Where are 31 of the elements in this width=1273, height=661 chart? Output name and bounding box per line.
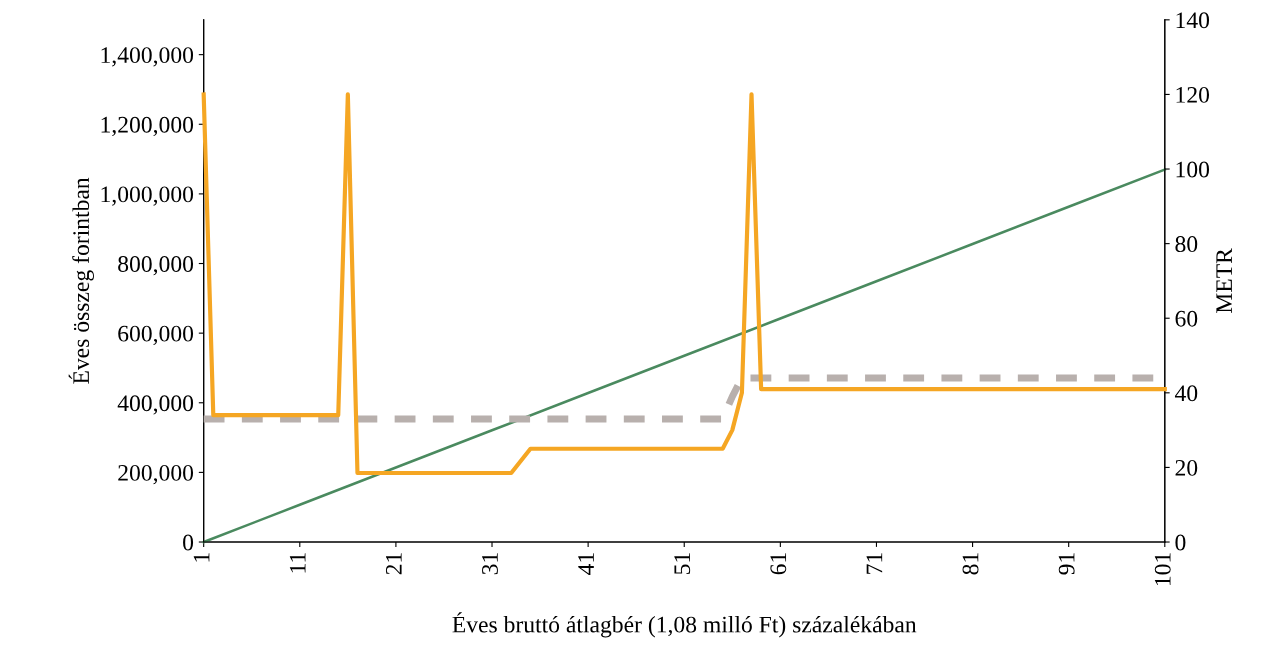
y-tick-label: 0 bbox=[183, 534, 194, 551]
y2-tick-label: 0 bbox=[1175, 534, 1186, 551]
line-series bbox=[201, 92, 1167, 476]
y2-tick-label: 140 bbox=[1176, 12, 1210, 29]
x-tick-label: 1 bbox=[193, 553, 210, 562]
y-tick-label: 200,000 bbox=[118, 464, 194, 485]
x-axis-title: Éves bruttó átlagbér (1,08 milló Ft) százalékában bbox=[452, 612, 917, 638]
y2-tick-label: 80 bbox=[1175, 236, 1198, 253]
x-tick-label: 61 bbox=[770, 553, 787, 575]
y2-tick-label: 20 bbox=[1175, 459, 1198, 476]
x-tick-label: 101 bbox=[1154, 553, 1171, 586]
x-tick-label: 91 bbox=[1058, 553, 1075, 575]
y2-tick-label: 120 bbox=[1176, 86, 1210, 103]
x-tick-label: 11 bbox=[289, 553, 306, 573]
x-tick-label: 21 bbox=[385, 553, 402, 575]
y2-tick-label: 40 bbox=[1174, 385, 1198, 402]
y-axis-title: Éves összeg forintban bbox=[68, 177, 94, 384]
x-tick-label: 81 bbox=[962, 553, 979, 575]
x-tick-label: 31 bbox=[482, 553, 498, 575]
y-tick-label: 400,000 bbox=[117, 395, 194, 415]
x-tick-label: 51 bbox=[674, 553, 691, 574]
y2-axis-title: METR bbox=[1216, 248, 1232, 314]
y2-tick-label: 100 bbox=[1176, 161, 1210, 178]
y-tick-label: 1,200,000 bbox=[101, 116, 194, 137]
x-tick-label: 41 bbox=[578, 553, 594, 575]
y-tick-label: 800,000 bbox=[118, 256, 194, 276]
y-tick-label: 1,400,000 bbox=[101, 47, 194, 67]
y2-tick-label: 60 bbox=[1175, 310, 1198, 327]
y-tick-label: 600,000 bbox=[118, 325, 194, 345]
x-tick-label: 71 bbox=[866, 553, 883, 574]
y-tick-label: 1,000,000 bbox=[101, 186, 194, 206]
